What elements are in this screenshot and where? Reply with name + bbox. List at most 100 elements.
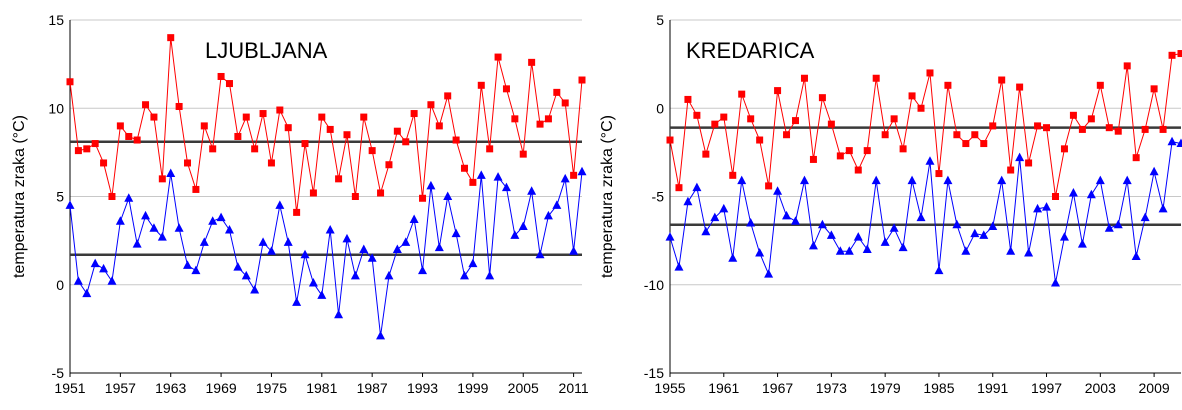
data-point <box>836 246 845 255</box>
x-tick-label: 2009 <box>1139 380 1170 396</box>
data-point <box>511 115 518 122</box>
data-point <box>545 115 552 122</box>
data-point <box>1088 115 1095 122</box>
x-tick-label: 2011 <box>559 380 589 396</box>
data-point <box>133 239 142 248</box>
data-point <box>918 105 925 112</box>
data-point <box>1060 232 1069 241</box>
data-point <box>970 229 979 238</box>
data-point <box>737 176 746 185</box>
data-point <box>561 174 570 183</box>
data-point <box>773 186 782 195</box>
data-point <box>233 262 242 271</box>
data-point <box>1006 246 1015 255</box>
data-point <box>352 193 359 200</box>
data-point <box>318 114 325 121</box>
data-point <box>537 121 544 128</box>
data-point <box>519 222 528 231</box>
data-point <box>683 197 692 206</box>
data-point <box>1124 62 1131 69</box>
data-point <box>276 107 283 114</box>
data-point <box>494 172 503 181</box>
data-point <box>1106 124 1113 131</box>
data-point <box>1043 124 1050 131</box>
data-point <box>75 147 82 154</box>
data-point <box>774 87 781 94</box>
data-point <box>675 184 682 191</box>
data-point <box>268 159 275 166</box>
x-tick-label: 1981 <box>306 380 337 396</box>
x-tick-label: 1985 <box>923 380 954 396</box>
data-point <box>667 137 674 144</box>
data-point <box>998 77 1005 84</box>
data-point <box>260 110 267 117</box>
data-point <box>200 237 209 246</box>
data-point <box>142 101 149 108</box>
data-point <box>343 131 350 138</box>
data-point <box>935 170 942 177</box>
data-point <box>495 54 502 61</box>
data-point <box>385 161 392 168</box>
data-point <box>310 189 317 196</box>
data-point <box>693 112 700 119</box>
data-point <box>436 122 443 129</box>
data-point <box>864 147 871 154</box>
data-point <box>67 78 74 85</box>
data-point <box>1115 128 1122 135</box>
data-point <box>764 269 773 278</box>
data-point <box>1061 145 1068 152</box>
data-point <box>426 181 435 190</box>
x-tick-label: 1993 <box>407 380 438 396</box>
data-point <box>1070 112 1077 119</box>
data-point <box>402 138 409 145</box>
y-tick-label: 15 <box>48 12 64 28</box>
data-point <box>873 75 880 82</box>
data-point <box>149 223 158 232</box>
data-point <box>410 214 419 223</box>
data-point <box>393 244 402 253</box>
data-point <box>800 176 809 185</box>
data-point <box>82 289 91 298</box>
data-point <box>317 290 326 299</box>
data-point <box>175 223 184 232</box>
data-point <box>899 243 908 252</box>
data-point <box>419 195 426 202</box>
x-tick-label: 1987 <box>357 380 388 396</box>
data-point <box>251 145 258 152</box>
data-point <box>562 99 569 106</box>
x-tick-label: 1991 <box>977 380 1008 396</box>
data-point <box>1150 167 1159 176</box>
x-tick-label: 1997 <box>1031 380 1062 396</box>
data-point <box>729 172 736 179</box>
data-point <box>882 131 889 138</box>
data-point <box>435 243 444 252</box>
data-point <box>980 140 987 147</box>
data-point <box>971 131 978 138</box>
data-point <box>925 156 934 165</box>
data-point <box>1169 52 1176 59</box>
data-point <box>166 169 175 178</box>
y-tick-label: -10 <box>644 277 664 293</box>
data-point <box>1096 176 1105 185</box>
data-point <box>225 225 234 234</box>
y-tick-label: -15 <box>644 365 664 381</box>
data-point <box>284 237 293 246</box>
x-tick-label: 1973 <box>816 380 847 396</box>
data-point <box>351 271 360 280</box>
x-tick-label: 1975 <box>256 380 287 396</box>
data-point <box>342 234 351 243</box>
data-point <box>453 137 460 144</box>
series-line <box>670 54 1181 197</box>
data-point <box>83 145 90 152</box>
data-point <box>326 225 335 234</box>
data-point <box>234 133 241 140</box>
data-point <box>579 77 586 84</box>
data-point <box>117 122 124 129</box>
data-point <box>791 216 800 225</box>
data-point <box>92 140 99 147</box>
data-point <box>394 128 401 135</box>
data-point <box>692 183 701 192</box>
